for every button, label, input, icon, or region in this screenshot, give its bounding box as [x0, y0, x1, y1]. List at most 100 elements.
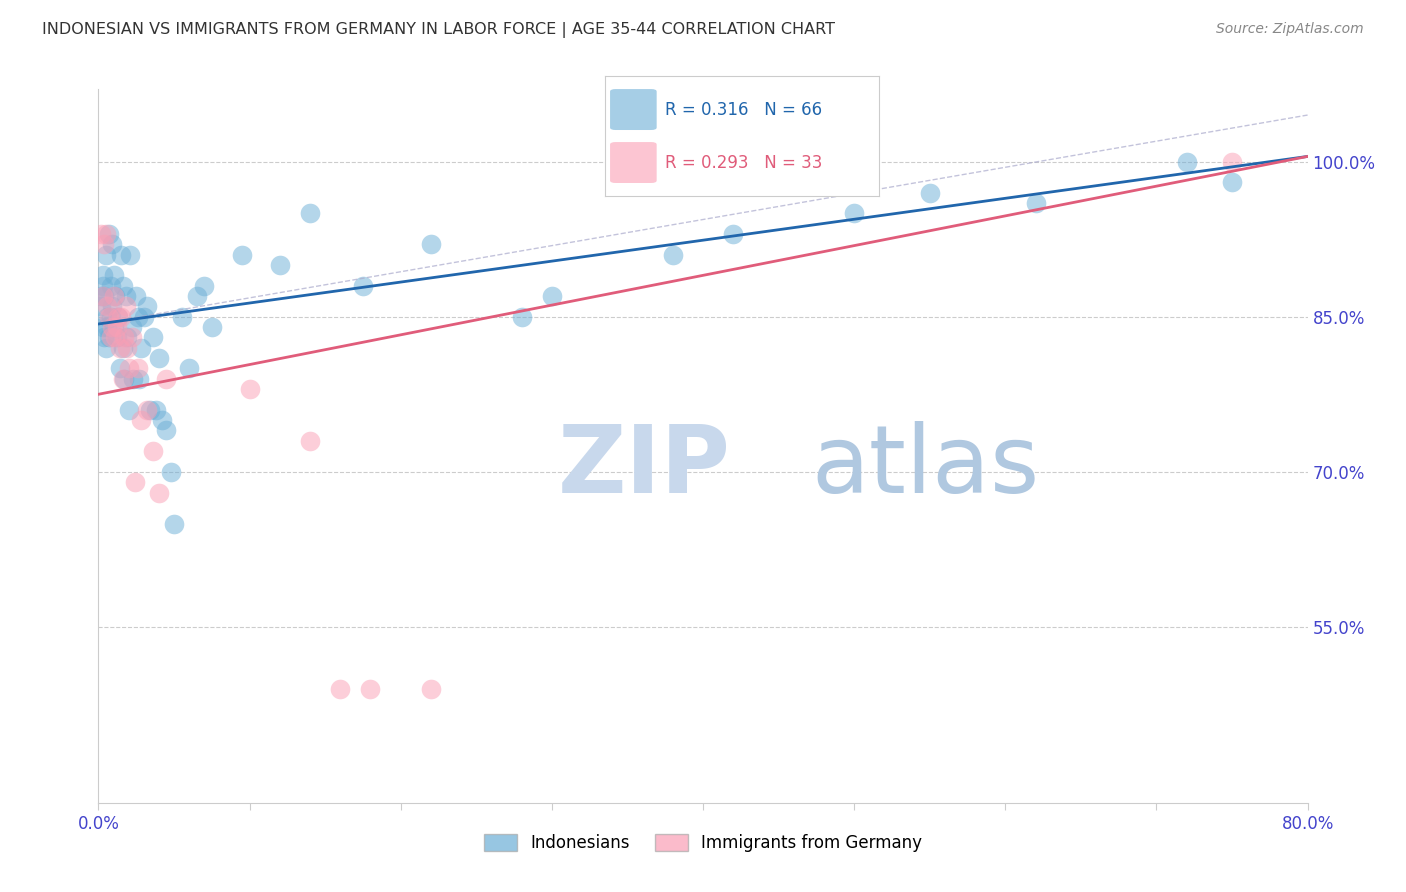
- Point: [98, 310, 121, 324]
- Point: [122, 372, 145, 386]
- Point: [90, 299, 112, 313]
- Point: [96, 320, 118, 334]
- Point: [329, 681, 352, 696]
- Point: [94, 227, 117, 241]
- Point: [1220, 175, 1243, 189]
- FancyBboxPatch shape: [610, 142, 657, 183]
- Point: [100, 310, 122, 324]
- Point: [114, 289, 136, 303]
- Point: [101, 320, 124, 334]
- Point: [420, 237, 443, 252]
- Text: R = 0.293   N = 33: R = 0.293 N = 33: [665, 153, 823, 171]
- Point: [510, 310, 533, 324]
- Point: [160, 465, 183, 479]
- Text: INDONESIAN VS IMMIGRANTS FROM GERMANY IN LABOR FORCE | AGE 35-44 CORRELATION CHA: INDONESIAN VS IMMIGRANTS FROM GERMANY IN…: [42, 22, 835, 38]
- Point: [93, 237, 115, 252]
- Point: [150, 413, 173, 427]
- Point: [139, 402, 162, 417]
- Point: [103, 320, 125, 334]
- Point: [127, 310, 149, 324]
- Point: [118, 361, 141, 376]
- Point: [93, 289, 115, 303]
- Point: [299, 434, 322, 448]
- Point: [299, 206, 322, 220]
- Point: [91, 320, 114, 334]
- Point: [115, 341, 138, 355]
- Point: [120, 248, 142, 262]
- Point: [148, 351, 170, 365]
- Point: [93, 330, 115, 344]
- Point: [420, 681, 443, 696]
- Point: [170, 310, 193, 324]
- Point: [239, 382, 262, 396]
- Point: [918, 186, 941, 200]
- Point: [661, 248, 683, 262]
- Point: [115, 330, 138, 344]
- Point: [91, 278, 114, 293]
- Point: [100, 278, 122, 293]
- Point: [94, 248, 117, 262]
- Point: [540, 289, 562, 303]
- Point: [108, 361, 131, 376]
- Point: [90, 227, 112, 241]
- Point: [132, 310, 155, 324]
- Point: [91, 289, 114, 303]
- Point: [142, 444, 165, 458]
- Point: [723, 227, 745, 241]
- Point: [269, 258, 291, 272]
- Point: [129, 413, 152, 427]
- Point: [231, 248, 253, 262]
- Point: [90, 289, 112, 303]
- Point: [163, 516, 186, 531]
- Point: [111, 278, 134, 293]
- Point: [96, 310, 118, 324]
- Point: [193, 278, 215, 293]
- Point: [112, 372, 135, 386]
- Text: ZIP: ZIP: [558, 421, 731, 514]
- Point: [111, 372, 134, 386]
- Point: [118, 402, 141, 417]
- Point: [110, 248, 132, 262]
- Text: atlas: atlas: [811, 421, 1040, 514]
- Point: [135, 299, 157, 313]
- Point: [121, 330, 143, 344]
- Point: [111, 341, 134, 355]
- Point: [201, 320, 224, 334]
- Point: [107, 310, 129, 324]
- Point: [101, 237, 124, 252]
- Point: [110, 310, 132, 324]
- Text: Source: ZipAtlas.com: Source: ZipAtlas.com: [1216, 22, 1364, 37]
- Point: [128, 372, 150, 386]
- Point: [105, 320, 128, 334]
- Point: [844, 206, 866, 220]
- Point: [104, 289, 127, 303]
- Point: [127, 361, 149, 376]
- Point: [112, 330, 135, 344]
- Point: [100, 330, 122, 344]
- Point: [108, 341, 131, 355]
- Point: [155, 372, 177, 386]
- Point: [129, 341, 152, 355]
- Point: [104, 330, 127, 344]
- Point: [101, 299, 124, 313]
- Point: [98, 330, 121, 344]
- FancyBboxPatch shape: [610, 89, 657, 130]
- Point: [155, 424, 177, 438]
- Point: [179, 361, 201, 376]
- Point: [352, 278, 374, 293]
- Legend: Indonesians, Immigrants from Germany: Indonesians, Immigrants from Germany: [477, 827, 929, 859]
- Point: [1220, 154, 1243, 169]
- Point: [125, 289, 148, 303]
- Point: [142, 330, 165, 344]
- Point: [124, 475, 146, 490]
- Point: [103, 289, 125, 303]
- Point: [148, 485, 170, 500]
- Point: [1024, 196, 1046, 211]
- Point: [107, 310, 129, 324]
- Point: [135, 402, 157, 417]
- Point: [360, 681, 382, 696]
- Point: [145, 402, 167, 417]
- Point: [186, 289, 208, 303]
- Point: [103, 268, 125, 283]
- Point: [121, 320, 143, 334]
